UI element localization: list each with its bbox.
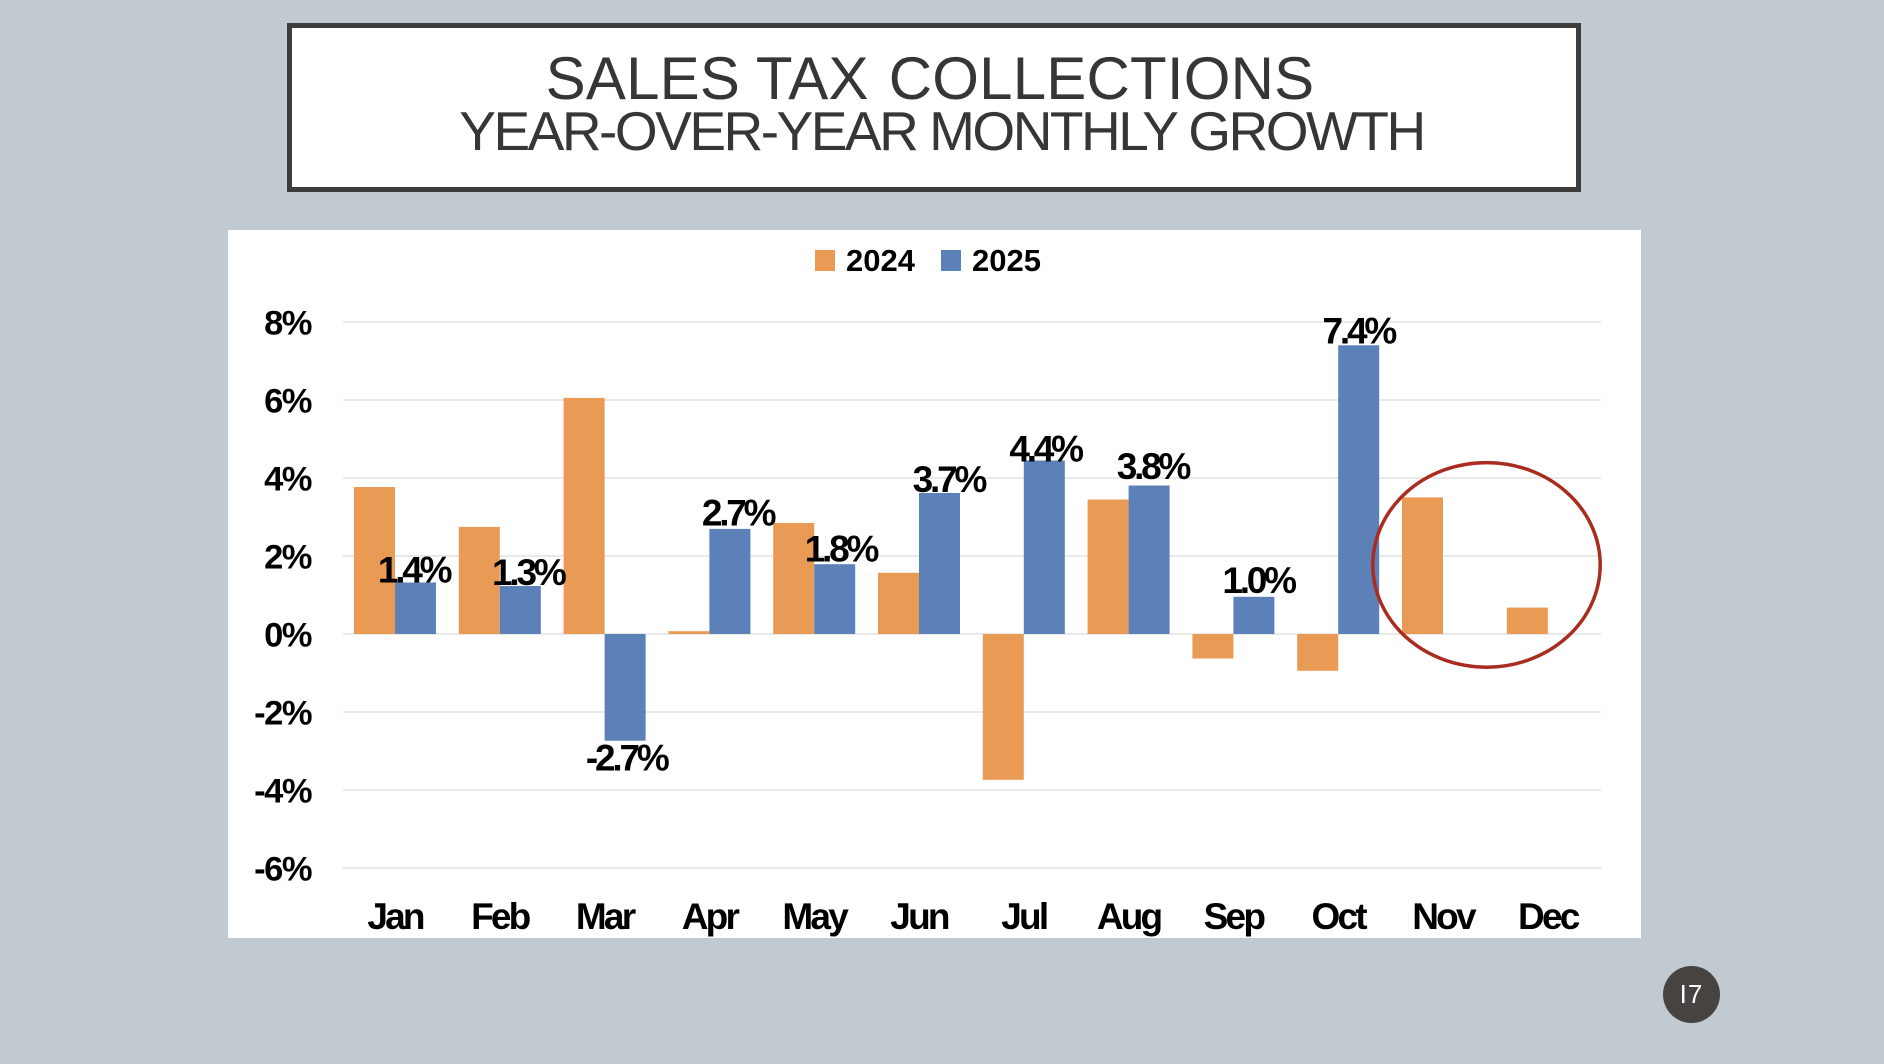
- svg-text:2025: 2025: [972, 243, 1041, 278]
- svg-text:-6%: -6%: [254, 851, 312, 889]
- svg-text:2.7%: 2.7%: [702, 493, 776, 534]
- svg-text:Jan: Jan: [367, 896, 424, 937]
- svg-text:1.8%: 1.8%: [805, 529, 879, 570]
- svg-text:1.3%: 1.3%: [492, 552, 566, 593]
- svg-text:-4%: -4%: [254, 773, 312, 811]
- svg-text:4.4%: 4.4%: [1009, 428, 1083, 469]
- svg-text:3.7%: 3.7%: [913, 459, 987, 500]
- svg-text:May: May: [782, 896, 849, 937]
- svg-text:2024: 2024: [846, 243, 916, 278]
- svg-text:8%: 8%: [264, 305, 312, 343]
- svg-text:Dec: Dec: [1518, 896, 1580, 937]
- svg-text:Jul: Jul: [1001, 896, 1047, 937]
- svg-text:3.8%: 3.8%: [1117, 446, 1191, 487]
- svg-text:Mar: Mar: [576, 896, 636, 937]
- svg-text:6%: 6%: [264, 383, 312, 421]
- svg-text:-2%: -2%: [254, 695, 312, 733]
- svg-text:1.4%: 1.4%: [378, 549, 452, 590]
- svg-text:0%: 0%: [264, 617, 312, 655]
- svg-text:Aug: Aug: [1097, 896, 1162, 937]
- svg-text:2%: 2%: [264, 539, 312, 577]
- svg-text:Oct: Oct: [1312, 896, 1368, 937]
- svg-text:Feb: Feb: [471, 896, 531, 937]
- svg-text:Apr: Apr: [682, 896, 740, 937]
- svg-text:Jun: Jun: [890, 896, 949, 937]
- svg-text:Sep: Sep: [1204, 896, 1266, 937]
- svg-text:1.0%: 1.0%: [1222, 560, 1296, 601]
- svg-text:-2.7%: -2.7%: [586, 738, 669, 779]
- svg-text:7.4%: 7.4%: [1323, 311, 1397, 352]
- svg-text:4%: 4%: [264, 461, 312, 499]
- svg-text:Nov: Nov: [1412, 896, 1477, 937]
